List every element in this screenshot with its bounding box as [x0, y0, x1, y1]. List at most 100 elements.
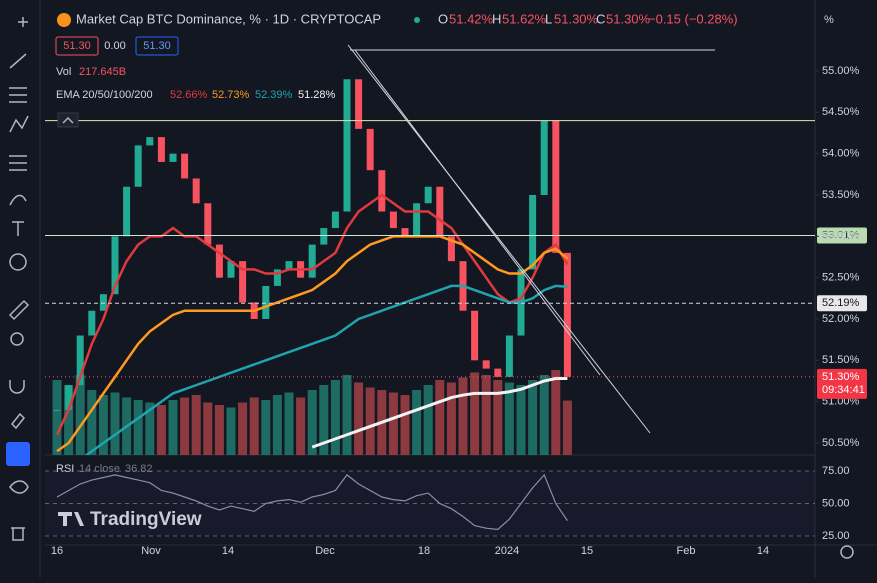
candle-body — [169, 153, 177, 162]
volume-bar — [238, 402, 248, 455]
candle-body — [366, 128, 374, 171]
candle-body — [88, 310, 96, 336]
candle-body — [401, 228, 409, 237]
candle-body — [505, 335, 513, 377]
sell-price: 51.30 — [63, 40, 91, 52]
candle-body — [529, 195, 537, 270]
volume-bar — [412, 390, 422, 455]
candle-body — [273, 269, 281, 286]
time-label: 18 — [418, 545, 430, 557]
time-label: 16 — [51, 545, 63, 557]
time-label: 2024 — [495, 545, 519, 557]
volume-bar — [446, 382, 456, 455]
ohlc-h-label: H — [492, 11, 501, 26]
volume-bar — [562, 400, 572, 455]
tool-icons[interactable] — [6, 17, 30, 541]
unit-label: % — [824, 14, 834, 26]
plot: 53.01% 52.19% — [45, 79, 867, 455]
ohlc-l: 51.30% — [554, 11, 599, 26]
sell-button[interactable] — [55, 36, 99, 56]
candle-body — [192, 178, 200, 204]
collapse-icon — [62, 116, 74, 124]
volume-bar — [168, 400, 178, 455]
candle-body — [285, 261, 293, 270]
candle-body — [76, 335, 84, 386]
buy-button[interactable] — [135, 36, 179, 56]
volume-bar — [458, 377, 468, 455]
level-label: 52.19% — [822, 297, 860, 309]
level-label: 53.01% — [822, 229, 860, 241]
candle-body — [65, 385, 73, 410]
rsi-line — [56, 473, 568, 531]
ema-100-value: 52.39% — [255, 89, 293, 101]
candle-body — [262, 285, 270, 319]
volume-bar — [52, 380, 62, 455]
time-label: 14 — [757, 545, 769, 557]
volume-bar — [75, 375, 85, 455]
volume-bar — [435, 380, 445, 455]
volume-bar — [516, 385, 526, 455]
volume-bar — [551, 370, 561, 455]
volume-bar — [504, 382, 514, 455]
volume-bar — [342, 375, 352, 455]
ema-20-value: 52.66% — [170, 89, 208, 101]
y-tick-label: 52.00% — [822, 313, 860, 325]
watermark: TradingView — [90, 509, 202, 530]
ohlc-change: −0.15 (−0.28%) — [648, 11, 738, 26]
candle-body — [331, 211, 339, 229]
time-label: 14 — [222, 545, 234, 557]
candle-body — [134, 145, 142, 187]
main-pane — [52, 79, 572, 455]
time-label: Nov — [141, 545, 161, 557]
ohlc-o-label: O — [438, 11, 448, 26]
collapse-button[interactable] — [57, 112, 79, 128]
rsi-params: 14 close — [79, 463, 120, 475]
volume-bar — [423, 385, 433, 455]
rsi-label: RSI — [56, 463, 74, 475]
rsi-tick-label: 75.00 — [822, 465, 850, 477]
volume-bar — [261, 400, 271, 455]
volume-bar — [296, 397, 306, 455]
ema-200-value: 51.28% — [298, 89, 336, 101]
rsi-tick-label: 50.00 — [822, 497, 850, 509]
trend-line — [354, 49, 601, 376]
volume-value: 217.645B — [79, 66, 126, 78]
volume-bar — [272, 395, 282, 455]
candle-body — [563, 252, 571, 377]
candle-body — [471, 310, 479, 361]
volume-bar — [249, 397, 259, 455]
candle-body — [146, 137, 154, 146]
volume-bar — [226, 407, 236, 455]
volume-bar — [191, 395, 201, 455]
ema-line — [56, 235, 569, 453]
ema-line — [55, 193, 569, 436]
candle-body — [482, 360, 490, 369]
candle-body — [53, 409, 61, 411]
y-tick-label: 52.50% — [822, 272, 860, 284]
spread: 0.00 — [104, 40, 125, 52]
candle-body — [157, 137, 165, 162]
candle-body — [239, 261, 247, 303]
volume-bar — [203, 402, 213, 455]
volume-bar — [284, 392, 294, 455]
market-dot — [414, 17, 420, 23]
volume-bar — [400, 395, 410, 455]
settings-icon[interactable] — [840, 545, 854, 559]
ema-line — [311, 377, 568, 449]
candle-body — [540, 120, 548, 195]
candle-body — [111, 236, 119, 295]
candle-body — [227, 261, 235, 278]
volume-bar — [110, 392, 120, 455]
candle-body — [494, 368, 502, 377]
volume-bar — [481, 375, 491, 455]
last-price-label: 51.30% — [822, 371, 860, 383]
candle-body — [320, 228, 328, 245]
buy-price: 51.30 — [143, 40, 171, 52]
candle-body — [424, 186, 432, 204]
volume-bar — [528, 380, 538, 455]
rsi-tick-label: 25.00 — [822, 530, 850, 542]
unit-button[interactable] — [820, 10, 870, 30]
volume-bar — [214, 405, 224, 455]
volume-bar — [319, 385, 329, 455]
volume-label: Vol — [56, 66, 71, 78]
